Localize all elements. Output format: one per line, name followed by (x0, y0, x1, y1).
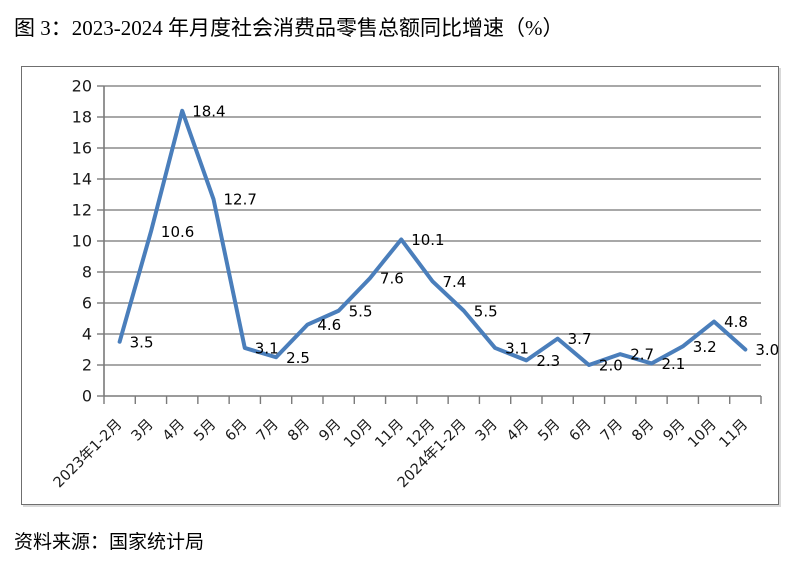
data-point-label: 7.6 (380, 270, 404, 288)
data-point-label: 2.3 (536, 352, 560, 370)
data-point-label: 3.5 (130, 333, 154, 351)
x-axis-label: 6月 (567, 417, 595, 445)
x-axis-label: 11月 (372, 417, 407, 452)
figure-title: 图 3：2023-2024 年月度社会消费品零售总额同比增速（%） (14, 16, 564, 40)
data-point-label: 12.7 (224, 191, 257, 209)
source-note: 资料来源：国家统计局 (14, 532, 205, 553)
x-axis-label: 3月 (129, 417, 157, 445)
x-axis-label: 5月 (191, 417, 219, 445)
x-axis-label: 7月 (254, 417, 282, 445)
y-axis-label: 8 (82, 263, 92, 282)
data-point-label: 2.7 (630, 346, 654, 364)
x-axis-label: 6月 (223, 417, 251, 445)
y-axis-label: 6 (82, 294, 92, 313)
data-point-label: 3.7 (568, 330, 592, 348)
data-point-label: 2.0 (599, 357, 623, 375)
data-point-label: 4.6 (317, 316, 341, 334)
data-point-label: 18.4 (192, 102, 225, 120)
data-point-label: 7.4 (443, 273, 467, 291)
data-point-label: 3.2 (693, 338, 717, 356)
data-point-label: 2.1 (662, 355, 686, 373)
x-axis-label: 4月 (160, 417, 188, 445)
data-point-label: 3.1 (255, 339, 279, 357)
x-axis-label: 3月 (473, 417, 501, 445)
y-axis-label: 2 (82, 356, 92, 375)
x-axis-label: 10月 (341, 417, 376, 452)
x-axis-label: 2023年1-2月 (50, 416, 125, 491)
x-axis-label: 10月 (685, 417, 720, 452)
data-point-label: 3.0 (755, 341, 778, 359)
y-axis-label: 18 (72, 108, 92, 127)
data-point-label: 10.6 (161, 223, 194, 241)
x-axis-label: 9月 (316, 417, 344, 445)
data-point-label: 5.5 (474, 302, 498, 320)
y-axis-label: 0 (82, 387, 92, 406)
y-axis-label: 10 (72, 232, 92, 251)
series-line (117, 108, 748, 367)
data-point-label: 2.5 (286, 349, 310, 367)
data-point-label: 10.1 (411, 231, 444, 249)
x-axis-label: 11月 (717, 417, 752, 452)
chart-frame: 0 2 4 6 8 10 12 14 16 18 20 2023年1-2月 3月 4月 5月 6月 7月 8月 9月… (21, 66, 779, 505)
y-axis-label: 14 (72, 170, 92, 189)
y-axis-label: 20 (72, 77, 92, 96)
y-axis-label: 4 (82, 325, 92, 344)
x-axis-label: 4月 (504, 417, 532, 445)
x-axis-label: 7月 (598, 417, 626, 445)
data-point-label: 4.8 (724, 313, 748, 331)
x-axis-label: 9月 (661, 417, 689, 445)
x-axis-label: 8月 (629, 417, 657, 445)
y-axis-label: 12 (72, 201, 92, 220)
y-axis-label: 16 (72, 139, 92, 158)
x-axis-label: 5月 (535, 417, 563, 445)
x-axis-label: 8月 (285, 417, 313, 445)
data-point-label: 5.5 (349, 302, 373, 320)
data-point-label: 3.1 (505, 339, 529, 357)
